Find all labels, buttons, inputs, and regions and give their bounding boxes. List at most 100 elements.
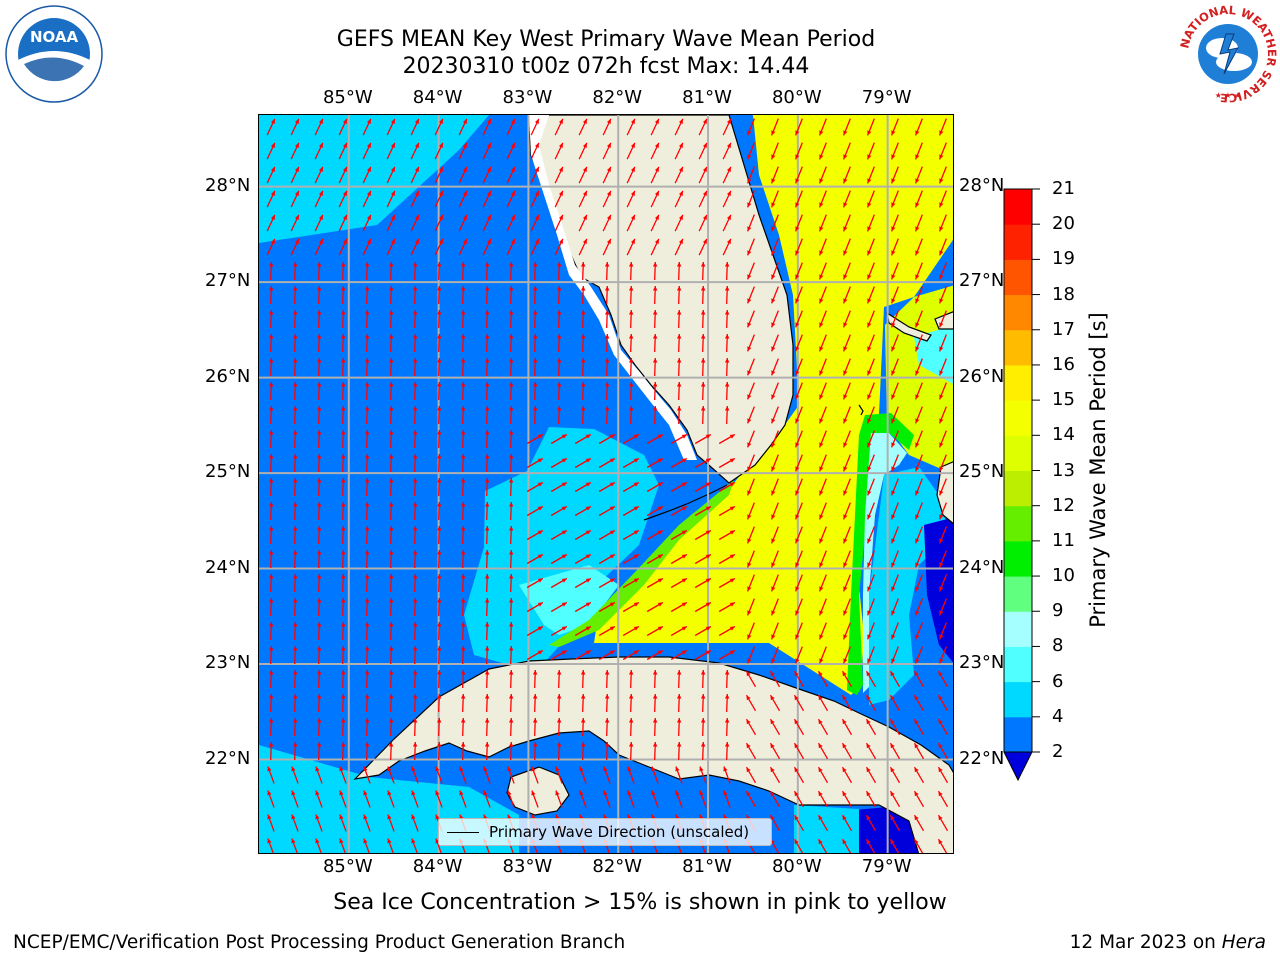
wave-direction-arrow: [484, 717, 490, 737]
wave-direction-arrow: [747, 478, 755, 496]
wave-direction-arrow: [508, 549, 514, 569]
wave-direction-arrow: [316, 525, 322, 545]
colorbar-segment: [1004, 294, 1032, 331]
wave-direction-arrow: [698, 142, 708, 160]
wave-direction-arrow: [793, 790, 805, 808]
wave-direction-arrow: [484, 381, 490, 401]
wave-direction-arrow: [718, 457, 736, 469]
wave-direction-arrow: [412, 621, 418, 641]
wave-direction-arrow: [550, 649, 568, 661]
wave-direction-arrow: [316, 717, 322, 737]
wave-direction-arrow: [843, 262, 851, 280]
wave-direction-arrow: [913, 838, 924, 853]
longitude-label: 85°W: [322, 87, 373, 108]
wave-direction-arrow: [694, 625, 712, 637]
wave-direction-arrow: [913, 670, 925, 688]
wave-direction-arrow: [939, 118, 947, 136]
wave-direction-arrow: [364, 741, 370, 761]
wave-direction-arrow: [889, 766, 901, 784]
wave-direction-arrow: [340, 741, 346, 761]
wave-direction-arrow: [434, 190, 444, 208]
wave-direction-arrow: [722, 118, 732, 136]
wave-direction-arrow: [939, 454, 947, 472]
wave-direction-arrow: [867, 646, 875, 664]
wave-direction-arrow: [482, 214, 492, 232]
wave-direction-arrow: [507, 766, 515, 784]
wave-direction-arrow: [915, 478, 923, 496]
wave-direction-arrow: [508, 429, 514, 449]
wave-direction-arrow: [364, 333, 370, 353]
wave-direction-arrow: [915, 286, 923, 304]
wave-direction-arrows: [266, 118, 949, 853]
wave-direction-arrow: [460, 525, 466, 545]
wave-direction-arrow: [722, 238, 732, 256]
wave-direction-arrow: [841, 742, 853, 760]
colorbar-segment: [1004, 716, 1032, 753]
wave-direction-arrow: [604, 669, 610, 689]
wave-direction-arrow: [819, 574, 827, 592]
wave-direction-arrow: [460, 573, 466, 593]
wave-direction-arrow: [339, 790, 347, 808]
wave-direction-arrow: [340, 429, 346, 449]
wave-direction-arrow: [694, 433, 712, 445]
wave-direction-arrow: [795, 598, 803, 616]
wave-direction-arrow: [915, 214, 923, 232]
wave-direction-arrow: [580, 381, 586, 401]
wave-direction-arrow: [843, 598, 851, 616]
latitude-label: 22°N: [959, 747, 1005, 769]
wave-direction-arrow: [339, 814, 347, 832]
wave-direction-arrow: [747, 262, 755, 280]
wave-direction-arrow: [340, 717, 346, 737]
colorbar-tick-label: 4: [1052, 705, 1064, 727]
wave-direction-arrow: [554, 238, 564, 256]
wave-direction-arrow: [316, 357, 322, 377]
wave-direction-arrow: [412, 525, 418, 545]
wave-direction-arrow: [646, 577, 664, 589]
wave-direction-arrow: [550, 505, 568, 517]
wave-direction-arrow: [718, 649, 736, 661]
wave-direction-arrow: [674, 238, 684, 256]
wave-direction-arrow: [508, 741, 514, 761]
wave-direction-arrow: [364, 525, 370, 545]
wave-direction-arrow: [526, 553, 544, 565]
wave-direction-arrow: [937, 694, 949, 712]
wave-direction-arrow: [292, 261, 298, 281]
wave-direction-arrow: [771, 430, 779, 448]
wave-direction-arrow: [340, 477, 346, 497]
wave-direction-arrow: [316, 621, 322, 641]
wave-direction-arrow: [386, 118, 396, 136]
wave-direction-arrow: [771, 166, 779, 184]
wave-direction-arrow: [340, 333, 346, 353]
wave-direction-arrow: [628, 693, 634, 713]
wave-direction-arrow: [338, 166, 348, 184]
wave-direction-arrow: [506, 118, 516, 136]
wave-direction-arrow: [530, 142, 540, 160]
wave-direction-arrow: [817, 670, 829, 688]
longitude-label: 82°W: [592, 856, 643, 877]
wave-direction-arrow: [550, 577, 568, 589]
wave-direction-arrow: [889, 694, 901, 712]
wave-direction-arrow: [460, 669, 466, 689]
wave-direction-arrow: [843, 550, 851, 568]
wave-direction-arrow: [795, 142, 803, 160]
wave-direction-arrow: [388, 429, 394, 449]
colorbar-segment: [1004, 576, 1032, 612]
wave-direction-arrow: [388, 717, 394, 737]
wave-direction-arrow: [652, 693, 658, 713]
latitude-label: 23°N: [205, 652, 251, 674]
wave-direction-arrow: [580, 357, 586, 377]
wave-direction-arrow: [484, 477, 490, 497]
wave-direction-arrow: [508, 261, 514, 281]
wave-direction-arrow: [771, 286, 779, 304]
wave-direction-arrow: [771, 454, 779, 472]
field-region-green-ridge: [847, 413, 914, 695]
wave-direction-arrow: [554, 214, 564, 232]
wave-direction-arrow: [867, 118, 875, 136]
wave-direction-arrow: [315, 766, 323, 784]
colorbar-tick-label: 21: [1052, 178, 1075, 199]
wave-direction-arrow: [745, 766, 757, 784]
wave-direction-arrow: [867, 286, 875, 304]
wave-direction-arrow: [530, 166, 540, 184]
wave-direction-arrow: [771, 478, 779, 496]
longitude-label: 79°W: [861, 87, 912, 108]
